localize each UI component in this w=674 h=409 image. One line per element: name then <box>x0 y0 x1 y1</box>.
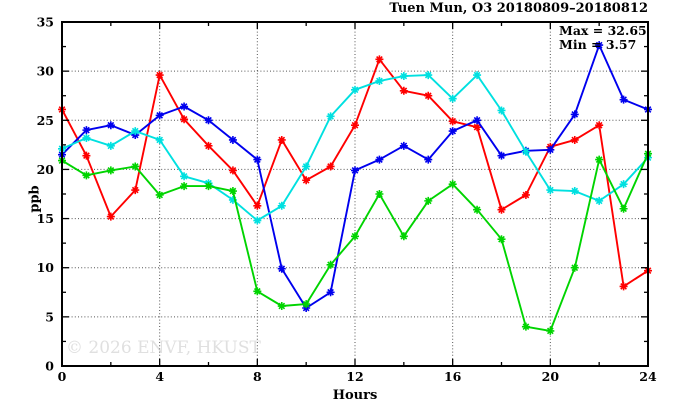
y-tick-label: 15 <box>37 211 54 226</box>
y-tick-label: 30 <box>37 64 55 79</box>
tick-labels: 0 5 10 15 20 25 30 35 0 4 8 12 16 20 24 <box>37 15 657 385</box>
min-label: Min = 3.57 <box>559 37 637 52</box>
chart-title: Tuen Mun, O3 20180809–20180812 <box>389 1 648 16</box>
x-tick-label: 12 <box>346 369 363 384</box>
series-cyan-line <box>58 71 652 225</box>
y-tick-label: 20 <box>37 162 55 177</box>
y-tick-label: 5 <box>45 309 54 324</box>
y-tick-label: 35 <box>37 15 54 30</box>
y-tick-label: 25 <box>37 113 54 128</box>
x-tick-label: 16 <box>444 369 462 384</box>
y-tick-label: 0 <box>45 359 54 374</box>
x-tick-label: 8 <box>253 369 262 384</box>
y-tick-label: 10 <box>37 260 55 275</box>
x-axis-label: Hours <box>332 388 378 403</box>
x-tick-label: 24 <box>639 369 657 384</box>
x-tick-label: 0 <box>58 369 67 384</box>
axis-ticks <box>61 21 649 367</box>
max-label: Max = 32.65 <box>559 23 647 38</box>
x-tick-label: 20 <box>542 369 560 384</box>
maxmin-annotation: Max = 32.65 Min = 3.57 <box>559 24 647 52</box>
y-axis-label: ppb <box>27 185 43 213</box>
watermark: © 2026 ENVF, HKUST <box>66 338 261 358</box>
grid <box>62 22 648 366</box>
x-tick-label: 4 <box>155 369 164 384</box>
